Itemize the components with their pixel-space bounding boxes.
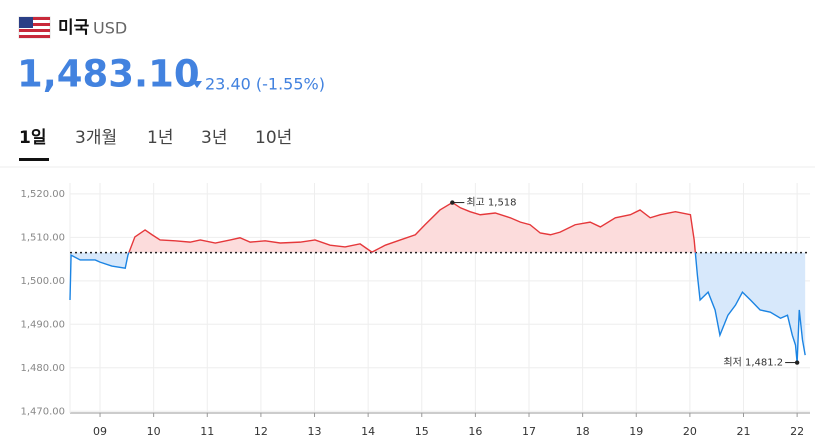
x-tick-label: 15 xyxy=(415,425,429,438)
x-tick-label: 14 xyxy=(361,425,375,438)
y-tick-label: 1,500.00 xyxy=(20,276,65,287)
country: 미국 xyxy=(58,18,90,38)
x-tick-label: 17 xyxy=(522,425,536,438)
x-tick-label: 13 xyxy=(308,425,322,438)
chart: 1,470.00 1,480.00 1,490.00 1,500.00 1,510.00… xyxy=(20,183,810,438)
area-fill xyxy=(70,202,806,363)
tab[interactable]: 1년 xyxy=(147,128,173,148)
x-tick-label: 11 xyxy=(200,425,214,438)
tab[interactable]: 3년 xyxy=(201,128,227,148)
y-tick-label: 1,490.00 xyxy=(20,319,65,330)
flag xyxy=(18,16,51,39)
y-tick-label: 1,470.00 xyxy=(20,406,65,417)
tabs: 1일 3개월 1년 3년 10년 xyxy=(19,128,292,161)
x-tick-label: 12 xyxy=(254,425,268,438)
annotation-label: 최저 1,481.2 xyxy=(723,357,783,369)
x-tick-label: 16 xyxy=(468,425,482,438)
down-arrow xyxy=(192,81,202,88)
x-tick-label: 20 xyxy=(683,425,697,438)
change: 23.40 (-1.55%) xyxy=(205,75,325,94)
tab[interactable]: 1일 xyxy=(19,128,46,148)
tab[interactable]: 3개월 xyxy=(75,128,117,148)
x-tick-label: 09 xyxy=(93,425,107,438)
price-line xyxy=(69,201,806,363)
x-tick-label: 21 xyxy=(737,425,751,438)
y-tick-label: 1,520.00 xyxy=(20,189,65,200)
price: 1,483.10 xyxy=(17,53,200,96)
currency: USD xyxy=(93,19,127,38)
x-tick-label: 19 xyxy=(629,425,643,438)
tab-underline xyxy=(19,158,49,161)
x-tick-label: 10 xyxy=(147,425,161,438)
annotation-dot xyxy=(450,200,455,205)
y-tick-label: 1,480.00 xyxy=(20,363,65,374)
y-tick-label: 1,510.00 xyxy=(20,232,65,243)
x-tick-label: 18 xyxy=(576,425,590,438)
annotation-label: 최고 1,518 xyxy=(466,197,516,209)
tab[interactable]: 10년 xyxy=(255,128,292,148)
x-tick-label: 22 xyxy=(790,425,804,438)
